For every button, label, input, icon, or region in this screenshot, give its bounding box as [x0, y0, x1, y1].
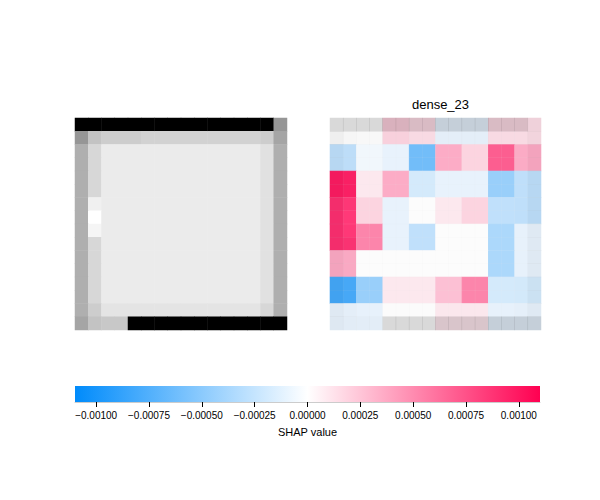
svg-text:−0.00025: −0.00025 — [234, 410, 276, 421]
svg-text:0.00075: 0.00075 — [448, 410, 485, 421]
svg-text:dense_23: dense_23 — [412, 97, 469, 112]
svg-text:0.00000: 0.00000 — [289, 410, 326, 421]
svg-text:−0.00100: −0.00100 — [75, 410, 117, 421]
svg-text:SHAP value: SHAP value — [278, 426, 337, 438]
svg-text:−0.00075: −0.00075 — [128, 410, 170, 421]
svg-text:0.00100: 0.00100 — [501, 410, 538, 421]
svg-text:0.00025: 0.00025 — [342, 410, 379, 421]
svg-text:0.00050: 0.00050 — [395, 410, 432, 421]
svg-text:−0.00050: −0.00050 — [181, 410, 223, 421]
